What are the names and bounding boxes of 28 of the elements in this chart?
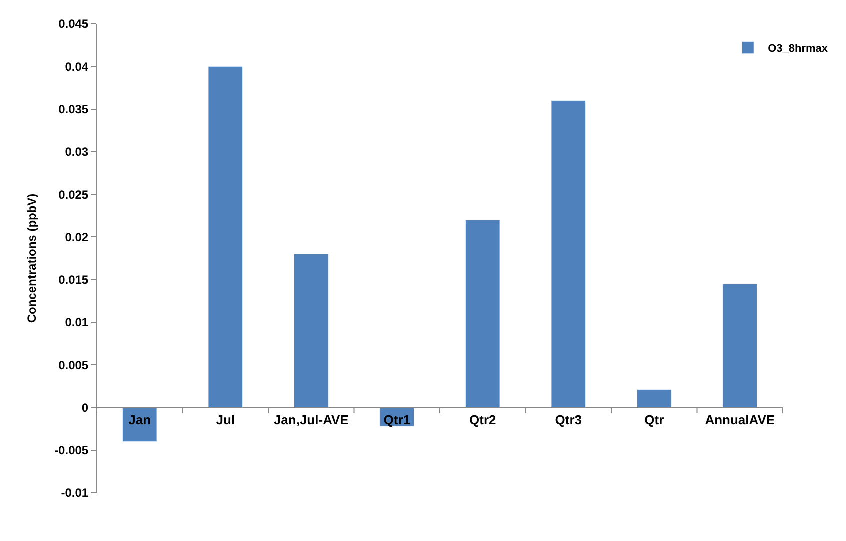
y-tick-label: 0.03 [65, 145, 89, 160]
y-tick-label: 0.02 [65, 230, 89, 244]
x-tick-label: Jan [128, 412, 152, 428]
y-tick-label: 0.015 [58, 273, 89, 288]
legend-label: O3_8hrmax [768, 43, 829, 56]
y-tick-label: -0.005 [54, 444, 89, 458]
x-tick-label: Qtr [644, 412, 664, 428]
y-tick-label: 0.04 [65, 60, 89, 74]
bar [636, 390, 672, 408]
y-tick-label: 0.045 [58, 17, 89, 32]
y-tick-label: 0 [82, 400, 89, 415]
y-tick-label: -0.01 [61, 486, 89, 500]
bar [722, 284, 758, 408]
bar [465, 220, 500, 408]
x-tick-label: Jul [216, 412, 236, 428]
y-tick-label: 0.035 [58, 102, 89, 116]
bar [208, 66, 244, 408]
x-tick-label: Qtr3 [555, 412, 582, 428]
x-tick-label: Qtr2 [470, 412, 496, 428]
bar [551, 100, 586, 408]
x-tick-label: AnnualAVE [705, 412, 776, 428]
y-tick-label: 0.01 [65, 316, 89, 330]
y-tick-label: 0.005 [58, 358, 89, 372]
y-axis-title: Concentrations (ppbV) [24, 194, 39, 324]
x-tick-label: Qtr1 [384, 412, 410, 428]
y-tick-label: 0.025 [58, 188, 89, 202]
x-tick-label: Jan,Jul-AVE [274, 412, 350, 428]
bar [294, 254, 329, 408]
